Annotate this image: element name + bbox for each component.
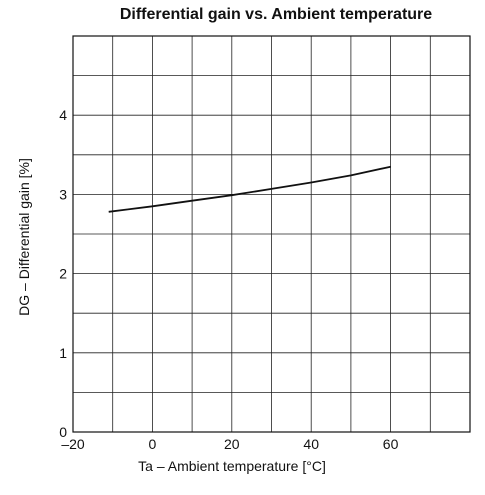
x-axis-label: Ta – Ambient temperature [°C]: [138, 458, 326, 474]
y-tick-label: 2: [59, 266, 67, 282]
y-tick-label: 1: [59, 345, 67, 361]
series-lines: [108, 165, 391, 213]
plot-frame: [72, 35, 471, 433]
x-tick-label: 0: [149, 436, 157, 452]
x-tick-label: –20: [61, 436, 85, 452]
x-tick-label: 20: [224, 436, 240, 452]
grid-lines: [73, 36, 470, 432]
chart-title: Differential gain vs. Ambient temperatur…: [119, 6, 433, 23]
x-tick-label: 40: [303, 436, 319, 452]
y-tick-label: 0: [59, 424, 67, 440]
y-tick-label: 3: [59, 186, 67, 202]
x-tick-label: 60: [383, 436, 399, 452]
y-tick-label: 4: [59, 107, 67, 123]
series-line: [108, 165, 391, 213]
